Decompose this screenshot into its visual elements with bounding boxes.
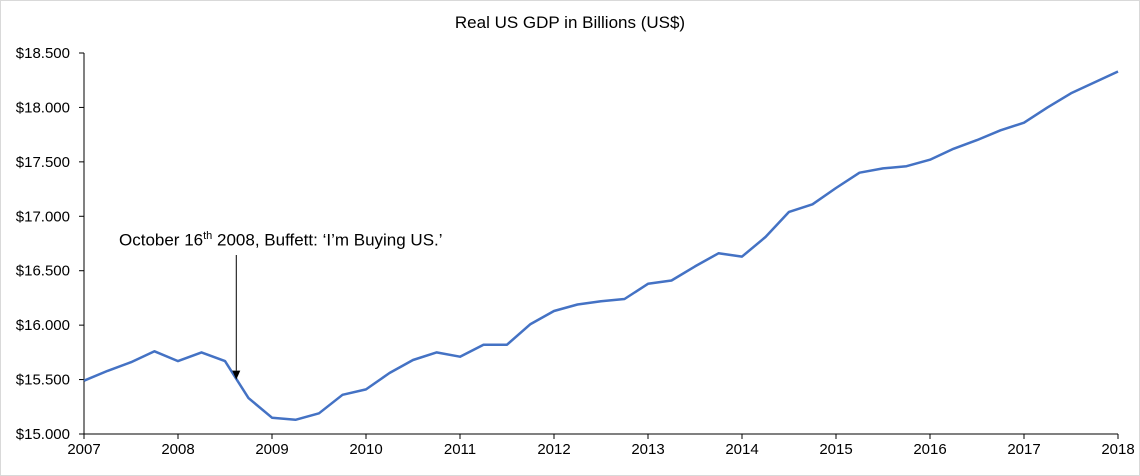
y-tick-label: $15.500 — [16, 372, 70, 389]
series-line — [83, 70, 1119, 422]
x-tick-label: 2010 — [349, 441, 382, 458]
x-tick-label: 2018 — [1101, 441, 1134, 458]
annotation-arrow-head — [232, 370, 241, 380]
x-tick-label: 2007 — [67, 441, 100, 458]
y-tick-label: $16.000 — [16, 317, 70, 334]
x-tick-label: 2015 — [819, 441, 852, 458]
annotation-text: October 16th 2008, Buffett: ‘I’m Buying … — [119, 230, 443, 251]
y-tick-label: $18.000 — [16, 99, 70, 116]
y-tick-label: $17.500 — [16, 154, 70, 171]
x-tick-label: 2016 — [913, 441, 946, 458]
annotation-pre: October 16 — [119, 230, 204, 250]
x-tick-label: 2008 — [161, 441, 194, 458]
x-tick-label: 2012 — [537, 441, 570, 458]
chart-title: Real US GDP in Billions (US$) — [454, 13, 686, 32]
x-tick-label: 2017 — [1007, 441, 1040, 458]
y-tick-label: $18.500 — [16, 45, 70, 62]
x-tick-label: 2009 — [255, 441, 288, 458]
axes — [79, 52, 1119, 439]
series-lines — [83, 70, 1119, 422]
x-tick-label: 2013 — [631, 441, 664, 458]
tick-labels: $15.000 $15.500 $16.000 $16.500 $17.000 $17.5… — [16, 45, 1135, 458]
annotation-arrow — [232, 255, 241, 380]
y-tick-label: $17.000 — [16, 208, 70, 225]
annotation-post: 2008, Buffett: ‘I’m Buying US.’ — [212, 230, 443, 250]
x-tick-label: 2011 — [444, 441, 476, 458]
x-tick-label: 2014 — [725, 441, 758, 458]
y-tick-label: $16.500 — [16, 263, 70, 280]
annotation-sup: th — [203, 230, 213, 242]
y-tick-label: $15.000 — [16, 426, 70, 443]
